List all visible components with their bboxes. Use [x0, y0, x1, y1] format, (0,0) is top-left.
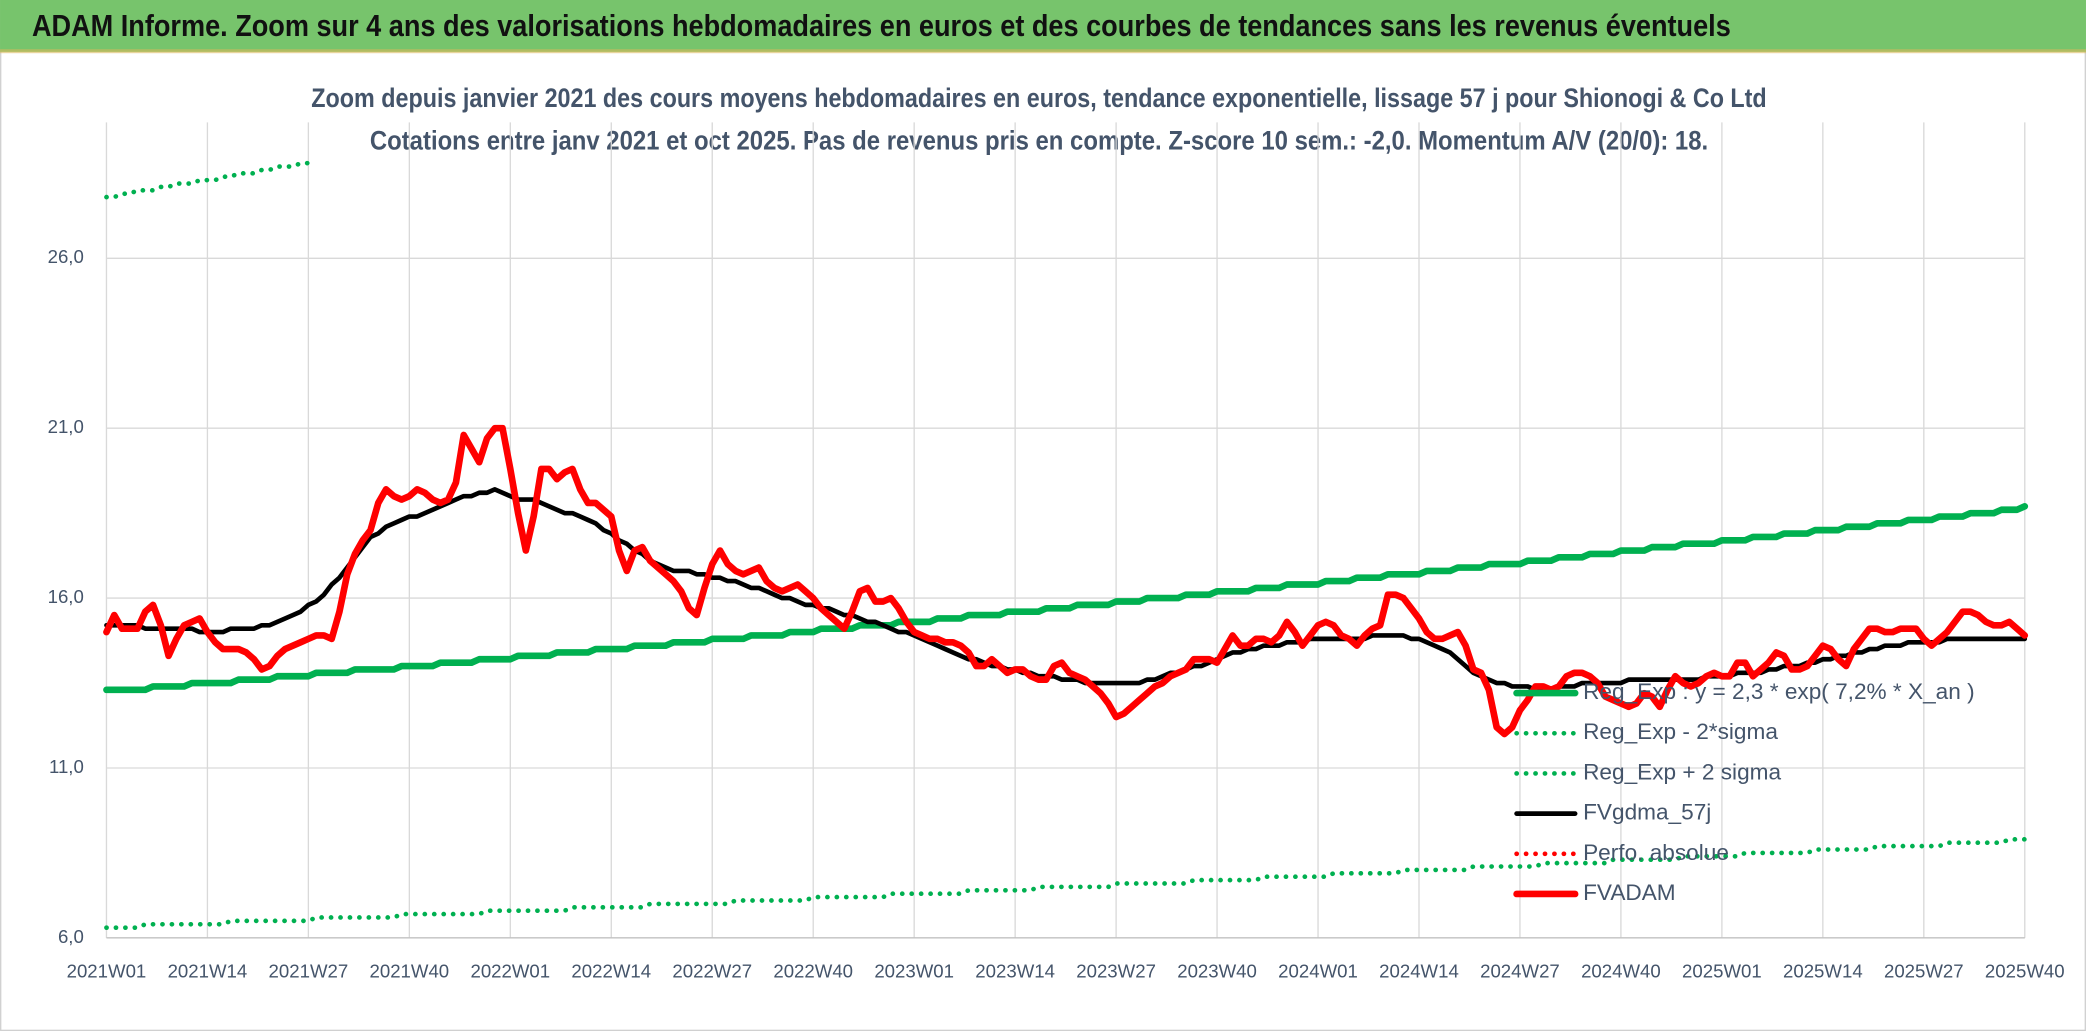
x-tick-label: 2025W14	[1783, 960, 1863, 981]
x-tick-label: 2024W01	[1278, 960, 1358, 981]
x-tick-label: 2023W27	[1076, 960, 1156, 981]
x-tick-label: 2024W14	[1379, 960, 1459, 981]
header-edge	[0, 49, 2086, 54]
header-bar	[0, 0, 2086, 52]
legend-label: Reg_Exp : y = 2,3 * exp( 7,2% * X_an )	[1583, 679, 1975, 704]
x-tick-label: 2025W40	[1985, 960, 2065, 981]
x-tick-label: 2022W14	[571, 960, 651, 981]
series-line	[104, 160, 311, 200]
x-tick-label: 2022W27	[672, 960, 752, 981]
x-tick-label: 2023W40	[1177, 960, 1257, 981]
y-tick-label: 21,0	[48, 416, 84, 437]
y-tick-label: 11,0	[49, 756, 84, 777]
legend-label: Reg_Exp - 2*sigma	[1583, 719, 1778, 744]
y-tick-label: 26,0	[48, 246, 84, 267]
series-line	[103, 503, 2029, 694]
chart-subtitle: Cotations entre janv 2021 et oct 2025. P…	[370, 125, 1708, 155]
x-tick-label: 2022W40	[773, 960, 853, 981]
x-tick-label: 2022W01	[470, 960, 550, 981]
chart-title: Zoom depuis janvier 2021 des cours moyen…	[311, 83, 1766, 113]
legend-label: Reg_Exp + 2 sigma	[1583, 759, 1781, 784]
x-tick-label: 2025W01	[1682, 960, 1762, 981]
y-tick-label: 16,0	[48, 586, 84, 607]
y-tick-label: 6,0	[58, 926, 84, 947]
x-tick-label: 2024W40	[1581, 960, 1661, 981]
x-tick-label: 2021W14	[168, 960, 248, 981]
plot	[103, 160, 2029, 931]
legend-label: FVADAM	[1583, 880, 1676, 905]
x-tick-label: 2023W14	[975, 960, 1055, 981]
page-title: ADAM Informe. Zoom sur 4 ans des valoris…	[32, 9, 1731, 43]
series-line	[104, 837, 2028, 931]
x-tick-label: 2021W40	[370, 960, 450, 981]
x-tick-label: 2023W01	[874, 960, 954, 981]
x-tick-label: 2021W27	[269, 960, 349, 981]
series-line	[103, 424, 2029, 738]
grid: 6,0 11,0 16,0 21,0 26,0 2021W01 2021W14 2021W27…	[48, 122, 2065, 981]
x-tick-label: 2021W01	[67, 960, 147, 981]
legend-label: FVgdma_57j	[1583, 800, 1711, 825]
legend: Reg_Exp : y = 2,3 * exp( 7,2% * X_an ) Re…	[1513, 679, 1975, 905]
x-tick-label: 2024W27	[1480, 960, 1560, 981]
x-tick-label: 2025W27	[1884, 960, 1964, 981]
legend-label: Perfo. absolue	[1583, 840, 1729, 865]
